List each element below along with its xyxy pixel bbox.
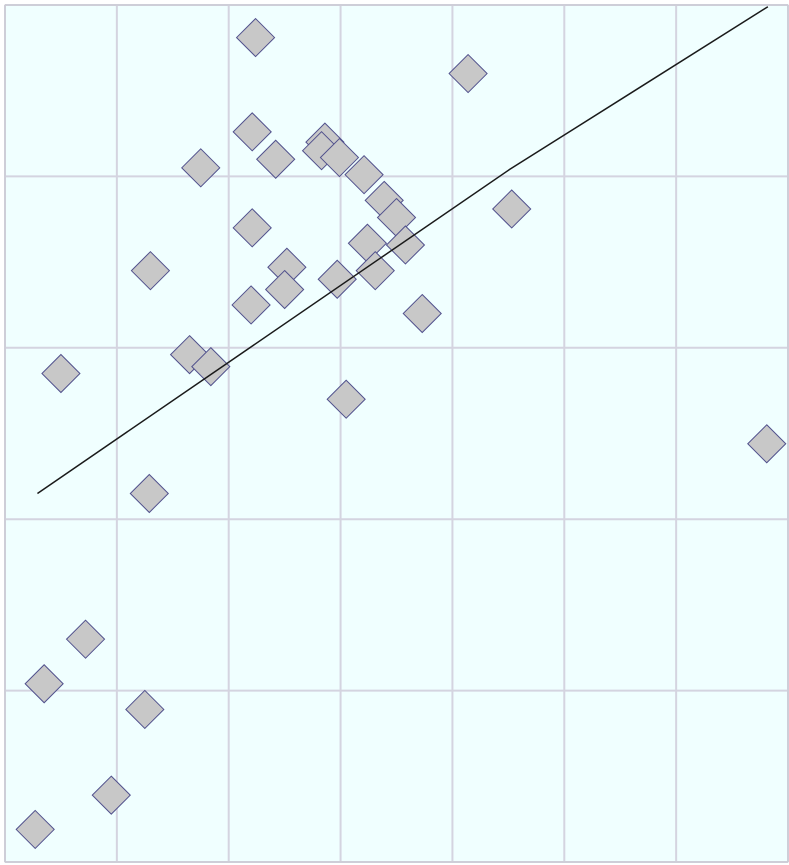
point (41, 353, 81, 394)
point (448, 53, 488, 94)
point (232, 112, 272, 152)
point (492, 189, 532, 229)
point (402, 293, 442, 334)
point (319, 137, 360, 178)
point (129, 473, 170, 514)
point (65, 619, 106, 659)
trend-line (37, 6, 769, 495)
point (235, 17, 276, 58)
point (344, 154, 384, 195)
plot-background (5, 5, 788, 862)
point (181, 148, 221, 188)
point (231, 285, 271, 325)
plot-border (4, 4, 789, 863)
point (355, 250, 395, 291)
point (747, 424, 787, 464)
point (15, 809, 55, 850)
point (191, 346, 231, 387)
point (385, 225, 426, 265)
point (125, 689, 165, 730)
point (317, 259, 357, 299)
point (326, 379, 366, 419)
point (264, 269, 305, 310)
point (130, 250, 171, 291)
point (24, 664, 64, 704)
point (232, 208, 272, 248)
point (91, 775, 131, 815)
point (255, 139, 296, 179)
